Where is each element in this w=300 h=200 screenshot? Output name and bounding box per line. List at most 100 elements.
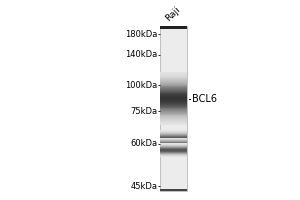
Bar — [160, 149, 187, 150]
Bar — [160, 90, 187, 91]
Bar — [160, 81, 187, 82]
Bar — [160, 114, 187, 115]
Bar — [160, 88, 187, 89]
Bar — [160, 139, 187, 140]
Bar — [160, 140, 187, 141]
Bar — [160, 85, 187, 86]
Bar — [160, 95, 187, 96]
Bar — [160, 147, 187, 148]
Bar — [160, 153, 187, 154]
Text: 180kDa: 180kDa — [125, 30, 158, 39]
Bar — [160, 152, 187, 153]
Bar — [160, 117, 187, 118]
Text: 75kDa: 75kDa — [130, 107, 158, 116]
Bar — [160, 134, 187, 135]
Text: Raji: Raji — [164, 5, 182, 23]
Bar — [160, 145, 187, 146]
Bar — [160, 99, 187, 100]
Bar — [160, 139, 187, 140]
Bar — [160, 142, 187, 143]
Bar — [160, 146, 187, 147]
Text: 45kDa: 45kDa — [130, 182, 158, 191]
Bar — [160, 141, 187, 142]
Bar — [160, 121, 187, 122]
Bar — [160, 77, 187, 78]
Bar — [160, 73, 187, 74]
Bar — [160, 137, 187, 138]
Bar — [160, 72, 187, 73]
Bar — [160, 96, 187, 97]
Bar — [160, 144, 187, 145]
Bar — [160, 119, 187, 120]
Bar — [160, 152, 187, 153]
Bar — [160, 79, 187, 80]
Text: 100kDa: 100kDa — [125, 81, 158, 90]
Text: BCL6: BCL6 — [192, 94, 217, 104]
Bar — [160, 144, 187, 145]
Bar — [160, 138, 187, 139]
Bar — [160, 132, 187, 133]
Bar — [160, 147, 187, 148]
Bar — [160, 84, 187, 85]
Bar — [160, 155, 187, 156]
Bar — [160, 101, 187, 102]
Bar — [160, 82, 187, 83]
Bar — [160, 74, 187, 75]
Bar — [160, 140, 187, 141]
Bar — [160, 109, 187, 110]
Bar — [160, 105, 187, 106]
Bar — [160, 91, 187, 92]
Bar — [160, 92, 187, 93]
Text: 60kDa: 60kDa — [130, 139, 158, 148]
Bar — [160, 118, 187, 119]
Bar — [160, 189, 187, 191]
Bar — [160, 135, 187, 136]
Bar — [160, 145, 187, 146]
Bar — [160, 144, 187, 145]
Bar — [160, 131, 187, 132]
Bar — [160, 93, 187, 94]
Bar — [160, 87, 187, 88]
Bar — [160, 116, 187, 117]
Bar — [160, 148, 187, 149]
Bar — [160, 94, 187, 95]
Bar — [160, 138, 187, 139]
Bar — [160, 142, 187, 143]
Bar — [160, 86, 187, 87]
Bar — [160, 111, 187, 112]
Bar — [160, 26, 187, 29]
Bar — [160, 151, 187, 152]
Bar — [160, 103, 187, 104]
Bar — [160, 141, 187, 142]
Bar — [160, 156, 187, 157]
Bar — [160, 143, 187, 144]
Bar — [160, 133, 187, 134]
Bar — [160, 143, 187, 144]
Bar — [160, 107, 187, 108]
Bar — [160, 75, 187, 76]
Bar — [160, 149, 187, 150]
Bar — [160, 83, 187, 84]
Bar — [160, 98, 187, 99]
Bar — [160, 112, 187, 113]
Bar — [160, 147, 187, 148]
Bar — [160, 100, 187, 101]
Bar — [160, 146, 187, 147]
Bar — [160, 104, 187, 105]
Bar — [160, 151, 187, 152]
Bar — [160, 80, 187, 81]
Bar — [160, 122, 187, 123]
Bar — [160, 136, 187, 137]
Bar — [160, 89, 187, 90]
Text: 140kDa: 140kDa — [125, 50, 158, 59]
Bar — [160, 113, 187, 114]
Bar — [160, 106, 187, 107]
Bar — [160, 145, 187, 146]
Bar — [160, 78, 187, 79]
Bar — [160, 146, 187, 147]
Bar — [160, 130, 187, 131]
Bar — [160, 76, 187, 77]
Bar — [160, 124, 187, 125]
Bar — [160, 123, 187, 124]
Bar — [160, 115, 187, 116]
